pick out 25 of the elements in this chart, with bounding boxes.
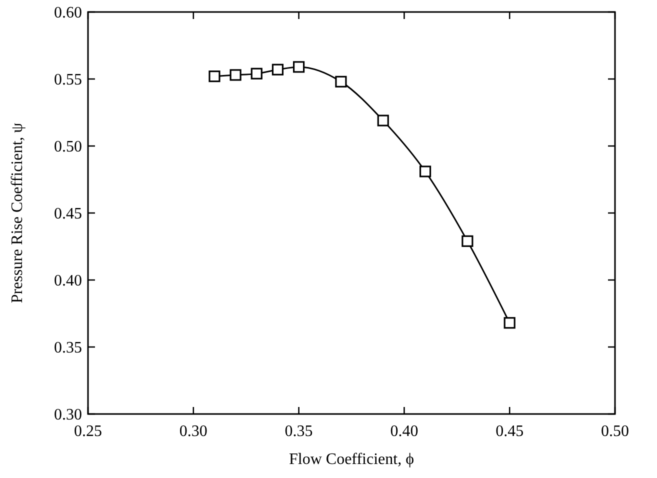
y-tick-label: 0.30: [54, 406, 82, 424]
y-tick-label: 0.40: [54, 272, 82, 290]
y-tick-label: 0.45: [54, 206, 82, 223]
y-tick-label: 0.55: [54, 72, 82, 89]
point: [419, 166, 432, 178]
point: [208, 70, 220, 82]
point: [293, 61, 305, 73]
point: [462, 235, 474, 247]
x-tick-label: 0.45: [496, 423, 524, 440]
x-tick-label: 0.35: [284, 423, 313, 440]
point: [335, 76, 347, 88]
x-tick-label: 0.40: [390, 423, 418, 440]
x-tick-label: 0.30: [179, 423, 208, 440]
x-axis-title: Flow Coefficient, ϕ: [289, 451, 414, 468]
y-tick-label: 0.50: [54, 138, 82, 156]
point: [250, 68, 262, 80]
point: [272, 64, 284, 76]
point: [504, 317, 516, 329]
y-tick-label: 0.60: [54, 4, 82, 22]
point: [377, 114, 389, 126]
x-tick-label: 0.50: [601, 423, 629, 440]
y-tick-label: 0.35: [54, 340, 82, 357]
point: [230, 69, 242, 81]
x-tick-label: 0.25: [74, 423, 102, 440]
y-axis-title: Pressure Rise Coefficient, ψ: [9, 122, 26, 304]
